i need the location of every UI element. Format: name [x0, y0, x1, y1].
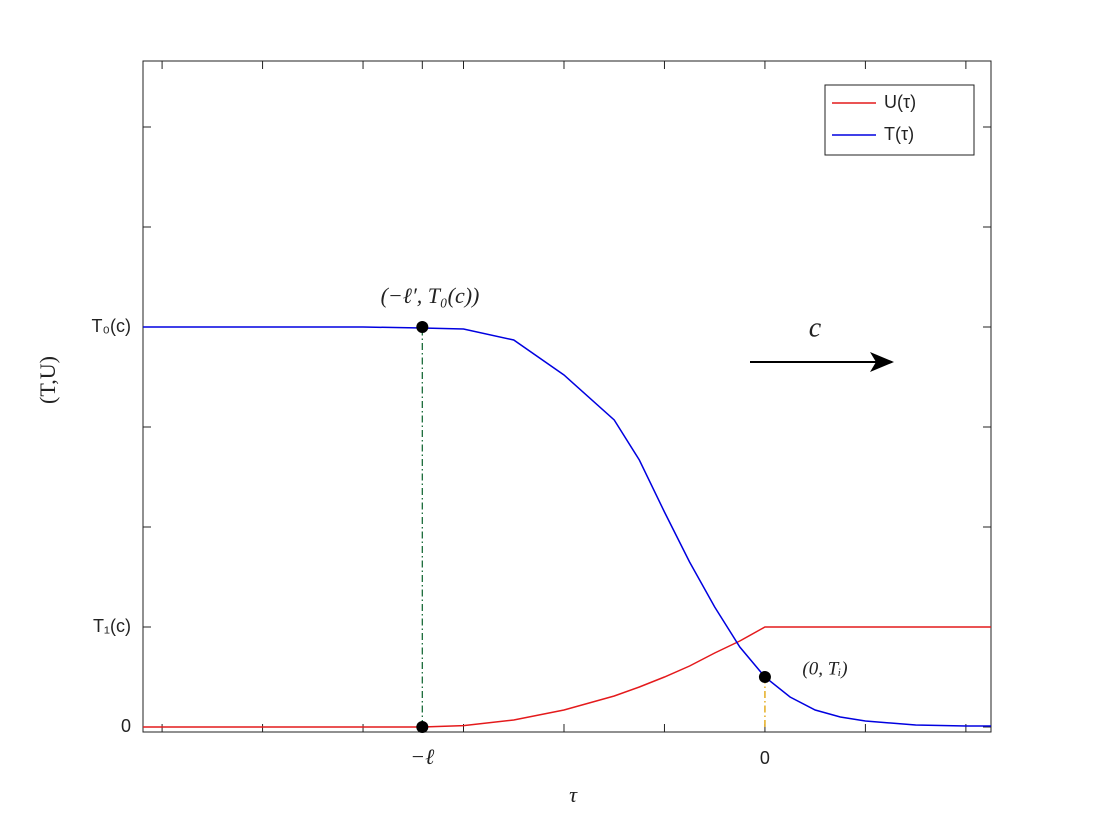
plot-area — [142, 60, 992, 733]
line-series — [143, 326, 991, 727]
y-tick-label: T₀(c) — [92, 316, 131, 336]
point-marker — [416, 721, 429, 733]
annotation: c — [809, 312, 822, 343]
point-marker — [758, 671, 771, 683]
x-axis-label: τ — [569, 782, 578, 807]
y-tick-label: 0 — [121, 716, 131, 736]
x-tick-label: −ℓ — [410, 744, 435, 769]
point-marker — [416, 321, 429, 333]
y-tick-label: T₁(c) — [93, 616, 131, 636]
legend — [824, 84, 975, 156]
line-series — [143, 626, 991, 728]
legend-label: U(τ) — [884, 92, 916, 112]
x-tick-label: 0 — [760, 748, 770, 768]
annotation: (−ℓ′, T₀(c)) — [381, 283, 480, 308]
legend-label: T(τ) — [884, 124, 914, 144]
y-axis-label: (T,U) — [35, 356, 60, 404]
annotation: (0, Tᵢ) — [802, 658, 847, 679]
